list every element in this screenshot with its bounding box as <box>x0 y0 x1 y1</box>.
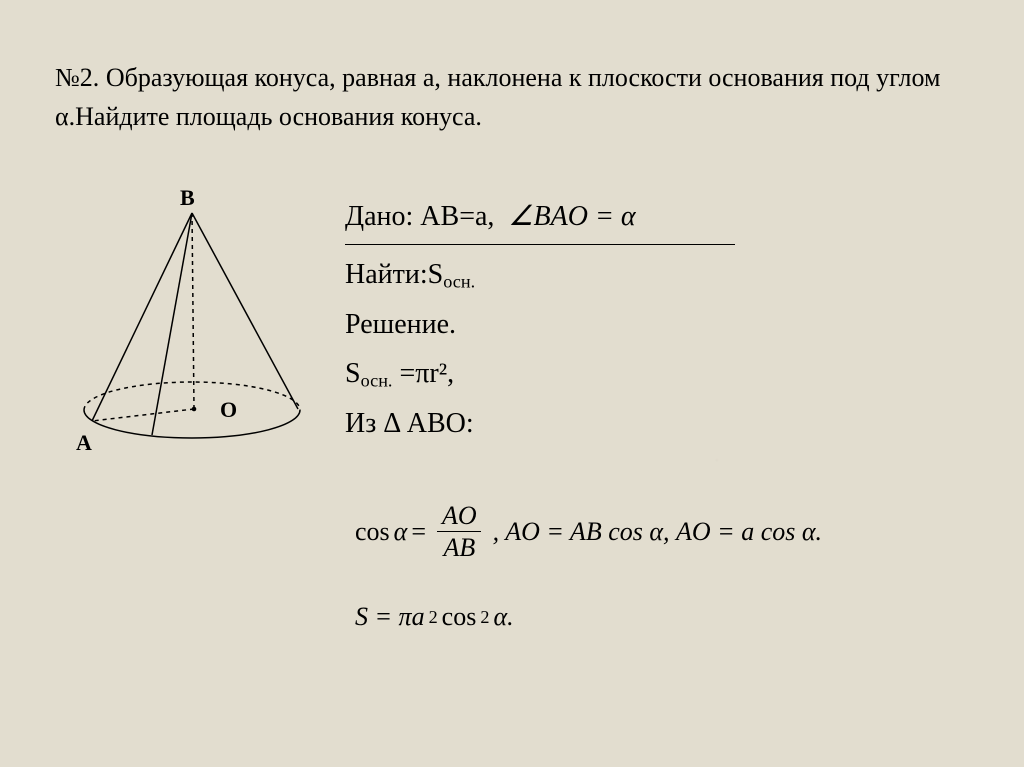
cos-alpha1: α <box>394 517 408 547</box>
find-S-sub: осн. <box>443 272 475 292</box>
find-label: Найти: <box>345 259 428 290</box>
angle-eq: = <box>595 201 614 232</box>
angle-symbol: ∠ <box>508 201 533 232</box>
solution-label: Решение. <box>345 309 456 340</box>
final-alpha: α. <box>493 602 513 632</box>
find-S: S <box>428 259 444 290</box>
angle-name: BAO <box>534 201 588 232</box>
cone-svg <box>62 185 322 465</box>
triangle-name: ABO: <box>407 408 474 439</box>
triangle-row: Из Δ ABO: <box>345 402 984 445</box>
s-lhs: S <box>345 358 361 389</box>
solution-block: Дано: AB=a, ∠BAO = α Найти:Sосн. Решение… <box>345 195 984 451</box>
label-center-O: O <box>220 397 237 423</box>
problem-number: №2. <box>55 63 99 92</box>
cos-word: cos <box>442 602 477 632</box>
S-eq-text: S = πa <box>355 602 425 632</box>
cos-rest: , AO = AB cos α, AO = a cos α. <box>493 517 822 547</box>
cone-figure: B A O <box>62 185 322 465</box>
given-ab: AB=a, <box>420 201 494 232</box>
given-expr: AB=a, ∠BAO = α <box>420 201 635 232</box>
s-formula-row: Sосн. =πr², <box>345 352 984 395</box>
problem-statement: №2. Образующая конуса, равная a, наклоне… <box>55 58 984 136</box>
cos-text: cos <box>355 517 390 547</box>
s-sub: осн. <box>361 371 393 391</box>
label-point-A: A <box>76 430 92 456</box>
s-rhs: =πr², <box>392 358 454 389</box>
fraction: AO AB <box>436 502 483 562</box>
label-apex-B: B <box>180 185 195 211</box>
cos-squared-exp: 2 <box>480 607 489 628</box>
given-label: Дано: <box>345 201 413 232</box>
given-row: Дано: AB=a, ∠BAO = α <box>345 195 984 238</box>
frac-denominator: AB <box>437 531 481 561</box>
triangle-pre: Из Δ <box>345 408 407 439</box>
angle-alpha: α <box>621 201 636 232</box>
final-area-formula: S = πa2 cos2 α. <box>355 602 514 632</box>
frac-numerator: AO <box>436 502 483 531</box>
find-row: Найти:Sосн. <box>345 253 984 296</box>
cosine-formula: cos α = AO AB , AO = AB cos α, AO = a co… <box>355 502 822 562</box>
cos-eq: = <box>411 517 426 547</box>
a-squared-exp: 2 <box>429 607 438 628</box>
solution-label-row: Решение. <box>345 303 984 346</box>
problem-text: Образующая конуса, равная a, наклонена к… <box>55 63 940 131</box>
given-divider-line <box>345 244 735 245</box>
